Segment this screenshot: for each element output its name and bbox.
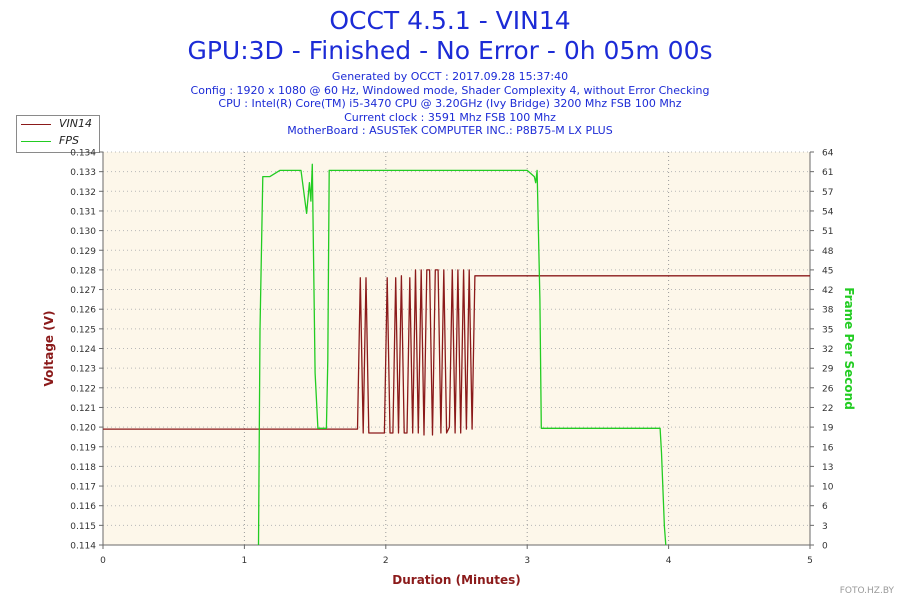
y-tick-label: 0.128 [70,266,96,276]
y-tick-label: 0.115 [70,522,96,532]
legend-item-fps: FPS [21,134,97,148]
y2-tick-label: 0 [822,542,828,552]
y2-tick-label: 6 [822,502,828,512]
y2-tick-label: 48 [822,247,834,257]
y2-tick-label: 42 [822,286,833,296]
y2-tick-label: 32 [822,345,833,355]
y-tick-label: 0.125 [70,325,96,335]
info-config: Config : 1920 x 1080 @ 60 Hz, Windowed m… [190,83,710,97]
y2-tick-label: 38 [822,306,834,316]
y2-tick-label: 57 [822,188,833,198]
y2-tick-label: 19 [822,424,834,434]
legend-item-vin14: VIN14 [21,117,97,131]
y-tick-label: 0.118 [70,463,96,473]
x-tick-label: 2 [383,556,389,566]
chart-subtitle: GPU:3D - Finished - No Error - 0h 05m 00… [187,36,713,65]
y-tick-label: 0.119 [70,443,96,453]
info-motherboard: MotherBoard : ASUSTeK COMPUTER INC.: P8B… [287,124,613,137]
x-tick-label: 3 [524,556,530,566]
chart-title: OCCT 4.5.1 - VIN14 [329,6,571,35]
y-axis-label: Voltage (V) [42,311,56,387]
legend-swatch-vin14 [21,124,51,125]
y-tick-label: 0.120 [70,424,96,434]
y2-tick-label: 26 [822,384,834,394]
y-tick-label: 0.134 [70,149,96,159]
series-line-fps [257,163,667,546]
y-tick-label: 0.122 [70,384,96,394]
y-tick-label: 0.129 [70,247,96,257]
x-tick-label: 4 [666,556,672,566]
chart-legend: VIN14 FPS [16,115,100,153]
y2-tick-label: 29 [822,365,834,375]
info-cpu: CPU : Intel(R) Core(TM) i5-3470 CPU @ 3.… [218,97,682,110]
y2-tick-label: 64 [822,149,834,159]
watermark: FOTO.HZ.BY [839,586,894,596]
series-line-vin14 [103,269,810,436]
legend-label-fps: FPS [59,134,79,147]
y-tick-label: 0.124 [70,345,96,355]
y-tick-label: 0.121 [70,404,96,414]
y2-tick-label: 3 [822,522,828,532]
y2-tick-label: 22 [822,404,833,414]
x-tick-label: 0 [100,556,106,566]
info-generated: Generated by OCCT : 2017.09.28 15:37:40 [331,70,569,83]
y-tick-label: 0.131 [70,207,96,217]
x-tick-label: 5 [807,556,813,566]
y-tick-label: 0.116 [70,502,96,512]
y2-tick-label: 61 [822,168,833,178]
x-axis-label: Duration (Minutes) [392,573,520,587]
y-tick-label: 0.133 [70,168,96,178]
x-tick-label: 1 [242,556,248,566]
info-clock: Current clock : 3591 Mhz FSB 100 Mhz [344,110,556,124]
y-tick-label: 0.132 [70,188,96,198]
y-tick-label: 0.114 [70,542,96,552]
y2-tick-label: 35 [822,325,833,335]
legend-label-vin14: VIN14 [59,117,92,130]
y2-tick-label: 45 [822,266,833,276]
y-tick-label: 0.127 [70,286,96,296]
y2-tick-label: 16 [822,443,834,453]
y2-tick-label: 10 [822,483,834,493]
y-tick-label: 0.123 [70,365,96,375]
y2-tick-label: 51 [822,227,833,237]
legend-swatch-fps [21,141,51,142]
y-tick-label: 0.126 [70,306,96,316]
y-tick-label: 0.130 [70,227,96,237]
y2-tick-label: 13 [822,463,833,473]
y-tick-label: 0.117 [70,483,96,493]
y2-axis-label: Frame Per Second [842,287,856,410]
y2-tick-label: 54 [822,207,834,217]
